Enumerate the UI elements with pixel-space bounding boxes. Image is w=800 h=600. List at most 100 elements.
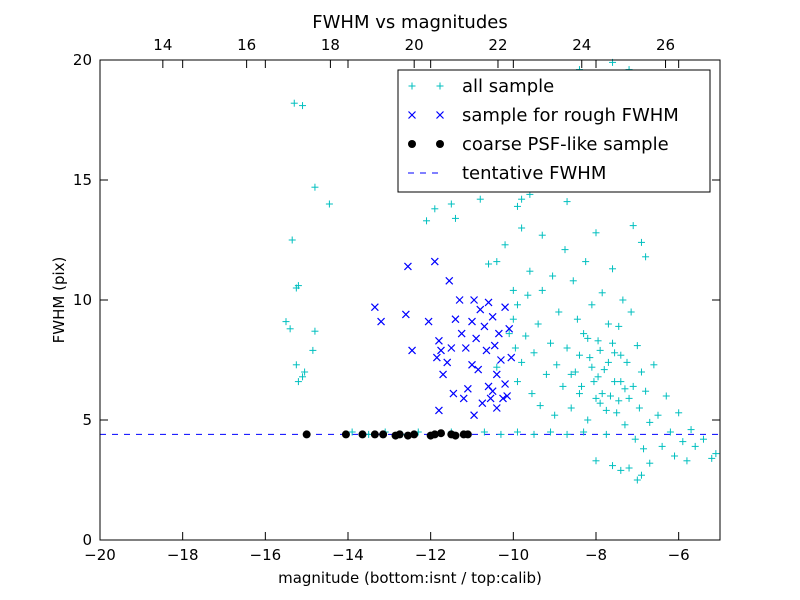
- all-sample-point: [325, 200, 333, 208]
- all-sample-point: [288, 236, 296, 244]
- all-sample-point: [708, 454, 716, 462]
- legend-marker: [436, 82, 444, 90]
- all-sample-point: [530, 349, 538, 357]
- all-sample-point: [617, 351, 625, 359]
- legend-entry: coarse PSF-like sample: [408, 134, 669, 155]
- all-sample-point: [513, 202, 521, 210]
- all-sample-point: [286, 325, 294, 333]
- legend: all sample sample for rough FWHM coarse PS…: [397, 69, 711, 193]
- all-sample-point: [586, 354, 594, 362]
- rough-fwhm-point: [486, 394, 495, 403]
- all-sample-point: [559, 382, 567, 390]
- rough-fwhm-point: [457, 329, 466, 338]
- all-sample-point: [563, 430, 571, 438]
- legend-entry: sample for rough FWHM: [408, 105, 679, 126]
- rough-fwhm-point: [459, 394, 468, 403]
- rough-fwhm-point: [492, 370, 501, 379]
- rough-fwhm-point: [435, 336, 443, 345]
- x-tick-label: −14: [332, 546, 364, 564]
- all-sample-point: [609, 339, 617, 347]
- all-sample-point: [578, 382, 586, 390]
- all-sample-point: [567, 370, 575, 378]
- top-tick-label: 16: [237, 36, 256, 54]
- x-tick-label: −16: [250, 546, 282, 564]
- psf-like-point: [410, 430, 419, 439]
- x-tick-label: −8: [585, 546, 607, 564]
- y-axis-label: FWHM (pix): [50, 257, 68, 344]
- rough-fwhm-point: [488, 312, 497, 321]
- rough-fwhm-point: [507, 353, 516, 362]
- all-sample-point: [505, 330, 513, 338]
- all-sample-point: [518, 358, 526, 366]
- all-sample-point: [642, 387, 650, 395]
- rough-fwhm-point: [490, 341, 499, 350]
- all-sample-point: [604, 320, 612, 328]
- legend-marker: [408, 111, 416, 119]
- all-sample-point: [513, 378, 521, 386]
- all-sample-point: [687, 426, 695, 434]
- all-sample-point: [518, 195, 526, 203]
- x-axis-top: 14 16 18 20 22 24 26: [153, 36, 675, 68]
- all-sample-point: [588, 363, 596, 371]
- all-sample-point: [598, 289, 606, 297]
- all-sample-point: [480, 428, 488, 436]
- rough-fwhm-point: [501, 303, 509, 312]
- all-sample-point: [629, 222, 637, 230]
- all-sample-point: [309, 346, 317, 354]
- y-tick-label: 5: [82, 411, 92, 429]
- all-sample-point: [654, 411, 662, 419]
- rough-fwhm-point: [482, 346, 491, 355]
- x-tick-label: −10: [498, 546, 530, 564]
- legend-marker: [436, 111, 444, 119]
- all-sample-point: [530, 430, 538, 438]
- all-sample-point: [637, 471, 645, 479]
- all-sample-point: [555, 308, 563, 316]
- all-sample-point: [594, 373, 602, 381]
- all-sample-point: [629, 382, 637, 390]
- all-sample-point: [590, 378, 598, 386]
- all-sample-point: [617, 466, 625, 474]
- all-sample-point: [712, 450, 720, 458]
- all-sample-point: [635, 404, 643, 412]
- all-sample-point: [609, 265, 617, 273]
- x-tick-label: −12: [415, 546, 447, 564]
- all-sample-point: [423, 217, 431, 225]
- all-sample-point: [563, 198, 571, 206]
- legend-entry: all sample: [408, 76, 554, 97]
- psf-like-point: [358, 430, 367, 439]
- all-sample-point: [511, 344, 519, 352]
- psf-like-point: [451, 431, 460, 440]
- rough-fwhm-point: [424, 317, 433, 326]
- all-sample-point: [580, 330, 588, 338]
- all-sample-point: [547, 339, 555, 347]
- all-sample-point: [679, 438, 687, 446]
- all-sample-point: [621, 421, 629, 429]
- all-sample-point: [561, 246, 569, 254]
- rough-fwhm-point: [503, 392, 512, 400]
- rough-fwhm-point: [455, 296, 464, 304]
- all-sample-point: [596, 346, 604, 354]
- rough-fwhm-point: [463, 384, 472, 393]
- legend-label: all sample: [462, 76, 554, 97]
- all-sample-point: [282, 318, 290, 326]
- all-sample-point: [646, 459, 654, 467]
- all-sample-point: [294, 282, 302, 290]
- all-sample-point: [528, 390, 536, 398]
- all-sample-point: [493, 258, 501, 266]
- y-tick-label: 15: [73, 171, 92, 189]
- all-sample-point: [594, 337, 602, 345]
- all-sample-point: [524, 291, 532, 299]
- all-sample-point: [662, 392, 670, 400]
- x-tick-label: −20: [84, 546, 116, 564]
- all-sample-point: [551, 411, 559, 419]
- psf-like-point: [379, 430, 388, 439]
- legend-marker: [408, 140, 416, 148]
- all-sample-point: [604, 358, 612, 366]
- rough-fwhm-point: [470, 411, 478, 420]
- rough-fwhm-point: [401, 310, 410, 319]
- all-sample-point: [301, 368, 309, 376]
- all-sample-point: [311, 183, 319, 191]
- all-sample-point: [699, 435, 707, 443]
- rough-fwhm-point: [488, 387, 497, 396]
- rough-fwhm-point: [478, 399, 487, 408]
